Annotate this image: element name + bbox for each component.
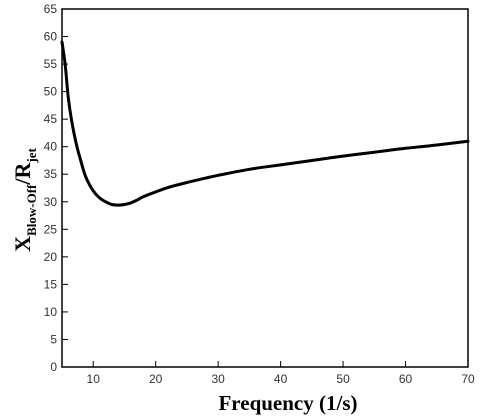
y-title-r: R: [10, 162, 35, 179]
y-tick-label: 55: [44, 57, 58, 71]
series-line: [60, 40, 470, 207]
plot-area-border: [61, 8, 469, 368]
y-tick-label: 10: [44, 305, 58, 319]
x-axis: 10 20 30 40 50 60 70: [87, 361, 475, 386]
x-tick-label: 40: [274, 372, 288, 386]
y-tick-label: 0: [50, 360, 57, 374]
x-axis-title: Frequency (1/s): [218, 391, 357, 415]
x-tick-label: 50: [336, 372, 350, 386]
y-tick-label: 5: [50, 332, 57, 346]
y-tick-label: 60: [44, 30, 58, 44]
y-tick-label: 20: [44, 250, 58, 264]
y-tick-label: 45: [44, 112, 58, 126]
y-tick-label: 50: [44, 85, 58, 99]
y-axis: 0 5 10 15 20 25 30 35 40 45 50 55 60 65: [44, 2, 68, 374]
x-tick-label: 60: [399, 372, 413, 386]
y-title-sub-blowoff: Blow-Off: [24, 184, 39, 236]
y-tick-label: 35: [44, 167, 58, 181]
y-title-slash: /: [10, 178, 35, 186]
y-tick-label: 30: [44, 195, 58, 209]
plot-frame: [61, 8, 469, 368]
y-tick-label: 65: [44, 2, 58, 16]
y-axis-title: XBlow-Off/Rjet: [10, 148, 39, 252]
y-tick-label: 25: [44, 222, 58, 236]
x-tick-label: 70: [461, 372, 475, 386]
y-title-x: X: [10, 236, 35, 252]
y-tick-label: 15: [44, 277, 58, 291]
x-tick-label: 30: [211, 372, 225, 386]
y-tick-label: 40: [44, 140, 58, 154]
x-tick-label: 10: [87, 372, 101, 386]
x-tick-label: 20: [149, 372, 163, 386]
y-title-sub-jet: jet: [24, 148, 39, 164]
